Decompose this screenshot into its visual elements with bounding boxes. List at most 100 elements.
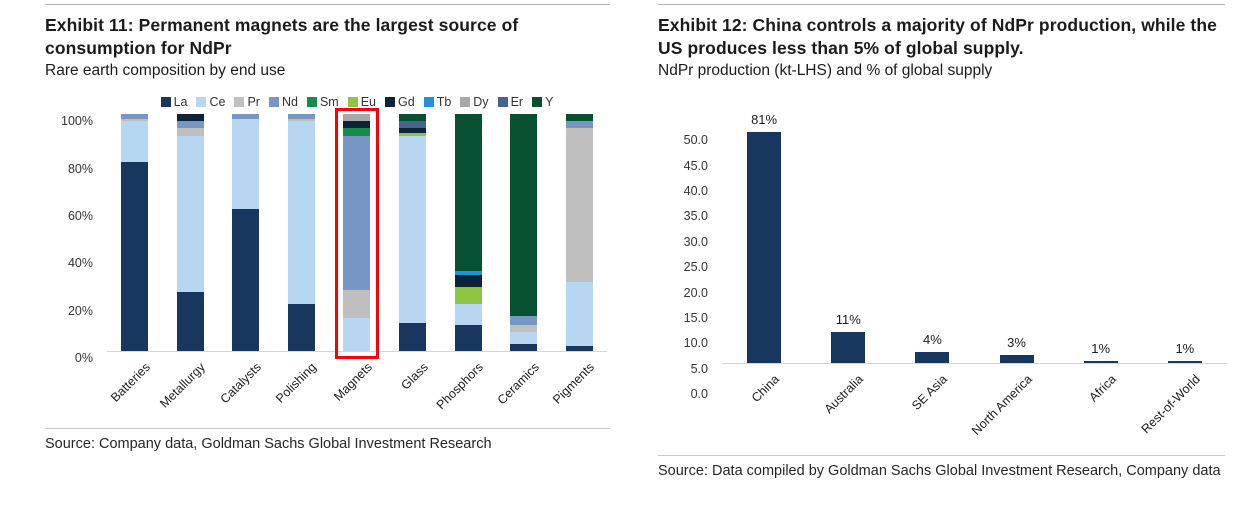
x-label-polishing: Polishing [273,360,320,406]
legend-label-nd: Nd [281,95,298,110]
legend-label-eu: Eu [360,95,376,110]
legend-label-sm: Sm [319,95,339,110]
bar-catalysts [232,114,260,352]
legend-label-dy: Dy [473,95,489,110]
exhibit-11-title: Exhibit 11: Permanent magnets are the la… [45,15,519,59]
bar-value-label-china: 81% [751,112,778,128]
segment-y [510,114,538,316]
segment-nd [565,121,593,129]
segment-pr [510,325,538,333]
bar-metallurgy [176,114,204,352]
x-label-pigments: Pigments [550,360,598,407]
bar-magnets [343,114,371,352]
legend-item-ce: Ce [196,95,225,109]
legend-swatch-gd [385,97,395,108]
y-tick-label: 80% [67,161,93,176]
segment-ce [565,282,593,347]
legend-swatch-er [497,97,508,108]
legend-swatch-la [160,97,171,108]
exhibit-12: Exhibit 12: China controls a majority of… [658,4,1227,482]
legend-label-y: Y [545,95,554,110]
bar-pigments [565,114,593,352]
segment-ce [232,118,260,209]
x-label-batteries: Batteries [107,360,153,405]
segment-eu [399,133,426,136]
exhibit-12-subtitle: NdPr production (kt-LHS) and % of global… [658,62,993,80]
legend-swatch-sm [306,97,317,108]
legend-label-gd: Gd [398,95,415,110]
x-label-metallurgy: Metallurgy [157,360,209,411]
exhibit-11-source: Source: Company data, Goldman Sachs Glob… [45,428,610,455]
legend-item-sm: Sm [306,95,339,110]
bar-phosphors [454,114,482,352]
y-tick-label: 5.0 [690,361,708,376]
y-tick-label: 0% [74,351,93,366]
plot-area: 81% 11% 4% 3% 1% 1% [722,110,1227,365]
x-axis-labels: Batteries Metallurgy Catalysts Polishing Mag… [107,352,607,426]
bar-value-label-se-asia: 4% [922,332,942,348]
segment-la [510,344,538,352]
segment-eu [454,287,482,304]
segment-sm [343,128,371,136]
y-tick-label: 25.0 [683,260,708,275]
legend-swatch-tb [423,97,434,108]
bar-slot-se-asia: 4% [902,110,962,364]
segment-tb [454,270,482,276]
y-tick-label: 60% [67,208,93,223]
legend-swatch-y [532,97,543,108]
exhibit-11-subtitle: Rare earth composition by end use [45,62,286,80]
y-tick-label: 100% [61,114,93,129]
y-tick-label: 15.0 [683,310,708,325]
segment-la [454,325,482,352]
segment-ce [343,318,371,352]
x-label-catalysts: Catalysts [217,360,264,407]
y-tick-label: 10.0 [683,336,708,351]
legend-swatch-dy [460,97,471,108]
segment-y [565,114,593,122]
segment-ce [454,303,482,326]
legend-item-dy: Dy [460,95,489,110]
segment-ce [176,135,204,292]
segment-nd [176,121,204,129]
bar-australia [831,331,866,364]
bar-china [747,132,782,364]
bar-se-asia [915,352,950,364]
legend-label-la: La [173,95,188,110]
segment-ce [287,121,315,304]
x-axis-labels: China Australia SE Asia North America Africa… [722,364,1227,450]
segment-pr [176,128,204,136]
legend-item-la: La [160,95,188,110]
x-label-glass: Glass [397,360,431,393]
x-label-rest-of-world: Rest-of-World [1138,372,1203,437]
bar-glass [399,114,426,352]
segment-dy [343,114,371,122]
bar-slot-rest-of-world: 1% [1155,110,1215,364]
segment-la [287,303,315,352]
segment-pr [121,118,149,122]
legend-label-tb: Tb [436,95,452,110]
x-label-phosphors: Phosphors [433,360,487,413]
segment-pr [287,118,315,122]
segment-ce [121,121,149,162]
segment-nd [232,114,260,119]
exhibit-12-source: Source: Data compiled by Goldman Sachs G… [658,455,1225,482]
bar-polishing [287,114,315,352]
segment-er [399,121,426,129]
bar-ceramics [510,114,538,352]
bar-rest-of-world [1167,360,1202,364]
legend-item-gd: Gd [385,95,415,109]
segment-la [121,161,149,352]
x-label-magnets: Magnets [331,360,375,404]
segment-y [399,114,426,122]
segment-la [399,322,426,352]
segment-pr [343,289,371,319]
segment-pr [565,128,593,283]
segment-gd [454,275,482,288]
bar-batteries [121,114,149,352]
x-label-se-asia: SE Asia [909,372,951,414]
legend-item-nd: Nd [268,95,298,110]
legend-item-er: Er [497,95,523,109]
legend-swatch-nd [268,97,279,108]
legend-swatch-pr [234,97,245,108]
